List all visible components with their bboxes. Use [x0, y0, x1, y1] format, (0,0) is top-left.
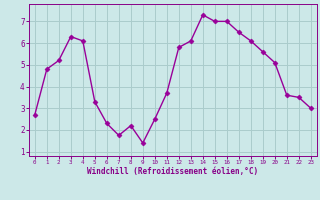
X-axis label: Windchill (Refroidissement éolien,°C): Windchill (Refroidissement éolien,°C): [87, 167, 258, 176]
